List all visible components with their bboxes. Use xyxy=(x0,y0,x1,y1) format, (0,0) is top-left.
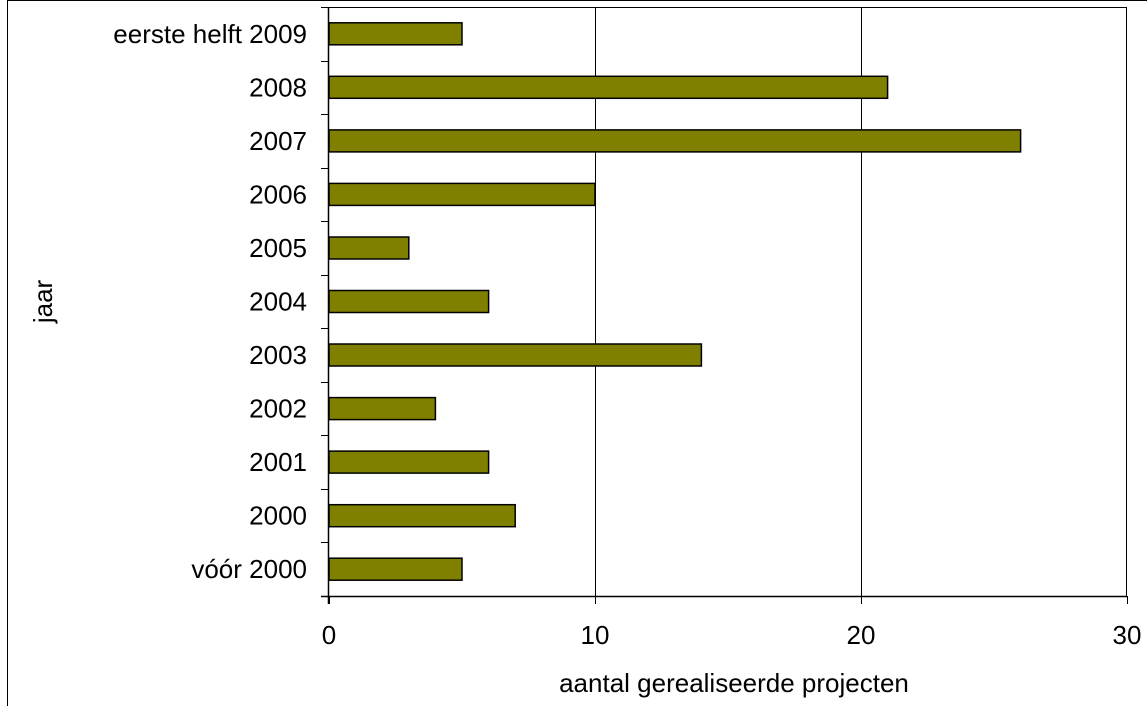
bar xyxy=(328,289,490,314)
x-tick-label: 0 xyxy=(322,620,336,650)
bar xyxy=(328,396,437,421)
bar xyxy=(328,557,463,581)
y-tick-label: 2003 xyxy=(249,340,307,370)
bar xyxy=(328,182,596,207)
bar xyxy=(328,503,516,528)
y-tick-label: eerste helft 2009 xyxy=(113,19,307,49)
x-tick-label: 20 xyxy=(847,620,876,650)
bar xyxy=(328,75,889,100)
bar xyxy=(328,236,410,260)
y-tick-label: 2005 xyxy=(249,233,307,263)
bar xyxy=(328,129,1022,153)
x-tick-label: 10 xyxy=(581,620,610,650)
x-axis-title: aantal gerealiseerde projecten xyxy=(559,668,909,698)
bar xyxy=(328,343,703,367)
y-axis-title: jaar xyxy=(28,279,58,324)
x-tick-label: 30 xyxy=(1113,620,1142,650)
y-tick-label: vóór 2000 xyxy=(191,554,307,584)
y-tick-label: 2007 xyxy=(249,126,307,156)
bar xyxy=(328,22,463,46)
y-tick-label: 2001 xyxy=(249,447,307,477)
y-tick-label: 2004 xyxy=(249,287,307,317)
y-tick-label: 2008 xyxy=(249,72,307,102)
y-tick-label: 2006 xyxy=(249,179,307,209)
y-tick-label: 2002 xyxy=(249,394,307,424)
y-tick-label: 2000 xyxy=(249,501,307,531)
bar xyxy=(328,450,490,474)
